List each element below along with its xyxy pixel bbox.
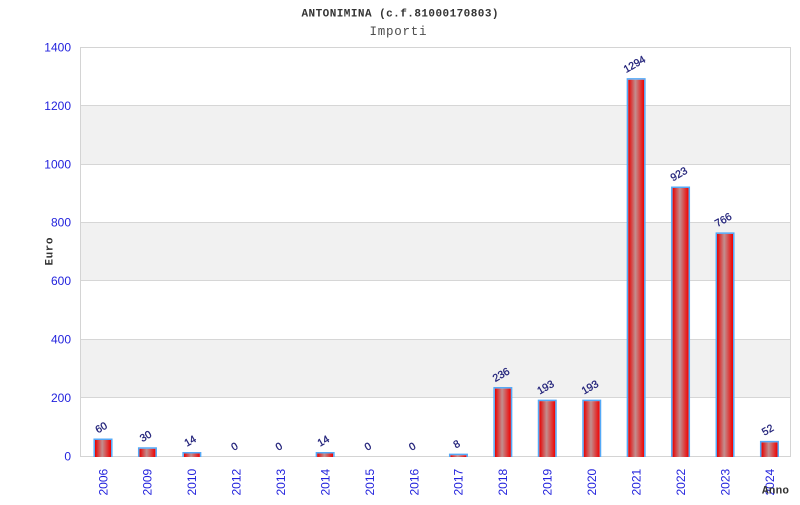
svg-text:800: 800	[51, 216, 71, 230]
svg-text:2019: 2019	[541, 468, 555, 495]
svg-text:2020: 2020	[585, 468, 599, 495]
svg-text:2016: 2016	[407, 468, 421, 495]
svg-text:1000: 1000	[44, 157, 71, 171]
svg-text:0: 0	[229, 440, 240, 453]
svg-text:ANTONIMINA (c.f.81000170803): ANTONIMINA (c.f.81000170803)	[302, 9, 499, 21]
svg-text:Euro: Euro	[45, 237, 57, 265]
svg-text:2006: 2006	[96, 468, 110, 495]
svg-text:2010: 2010	[185, 468, 199, 495]
svg-text:2023: 2023	[718, 468, 732, 495]
svg-text:Anno: Anno	[762, 486, 789, 498]
svg-text:0: 0	[407, 440, 418, 453]
svg-text:14: 14	[316, 433, 332, 449]
svg-text:600: 600	[51, 274, 71, 288]
svg-text:30: 30	[138, 429, 154, 445]
svg-text:2024: 2024	[763, 468, 777, 495]
svg-text:200: 200	[51, 391, 71, 405]
svg-text:2013: 2013	[274, 468, 288, 495]
svg-text:400: 400	[51, 333, 71, 347]
svg-text:1200: 1200	[44, 99, 71, 113]
svg-text:2014: 2014	[318, 468, 332, 495]
svg-text:0: 0	[274, 440, 285, 453]
svg-text:2012: 2012	[230, 468, 244, 495]
svg-text:2017: 2017	[452, 468, 466, 495]
svg-text:2021: 2021	[630, 468, 644, 495]
svg-text:14: 14	[182, 433, 198, 449]
svg-text:52: 52	[760, 422, 776, 438]
svg-text:0: 0	[64, 449, 71, 463]
svg-text:2009: 2009	[141, 468, 155, 495]
svg-text:0: 0	[363, 440, 374, 453]
svg-text:2022: 2022	[674, 468, 688, 495]
svg-text:Importi: Importi	[370, 25, 427, 39]
svg-text:2015: 2015	[363, 468, 377, 495]
svg-text:2018: 2018	[496, 468, 510, 495]
svg-text:8: 8	[451, 438, 462, 451]
svg-text:60: 60	[93, 420, 109, 436]
svg-text:1400: 1400	[44, 41, 71, 55]
